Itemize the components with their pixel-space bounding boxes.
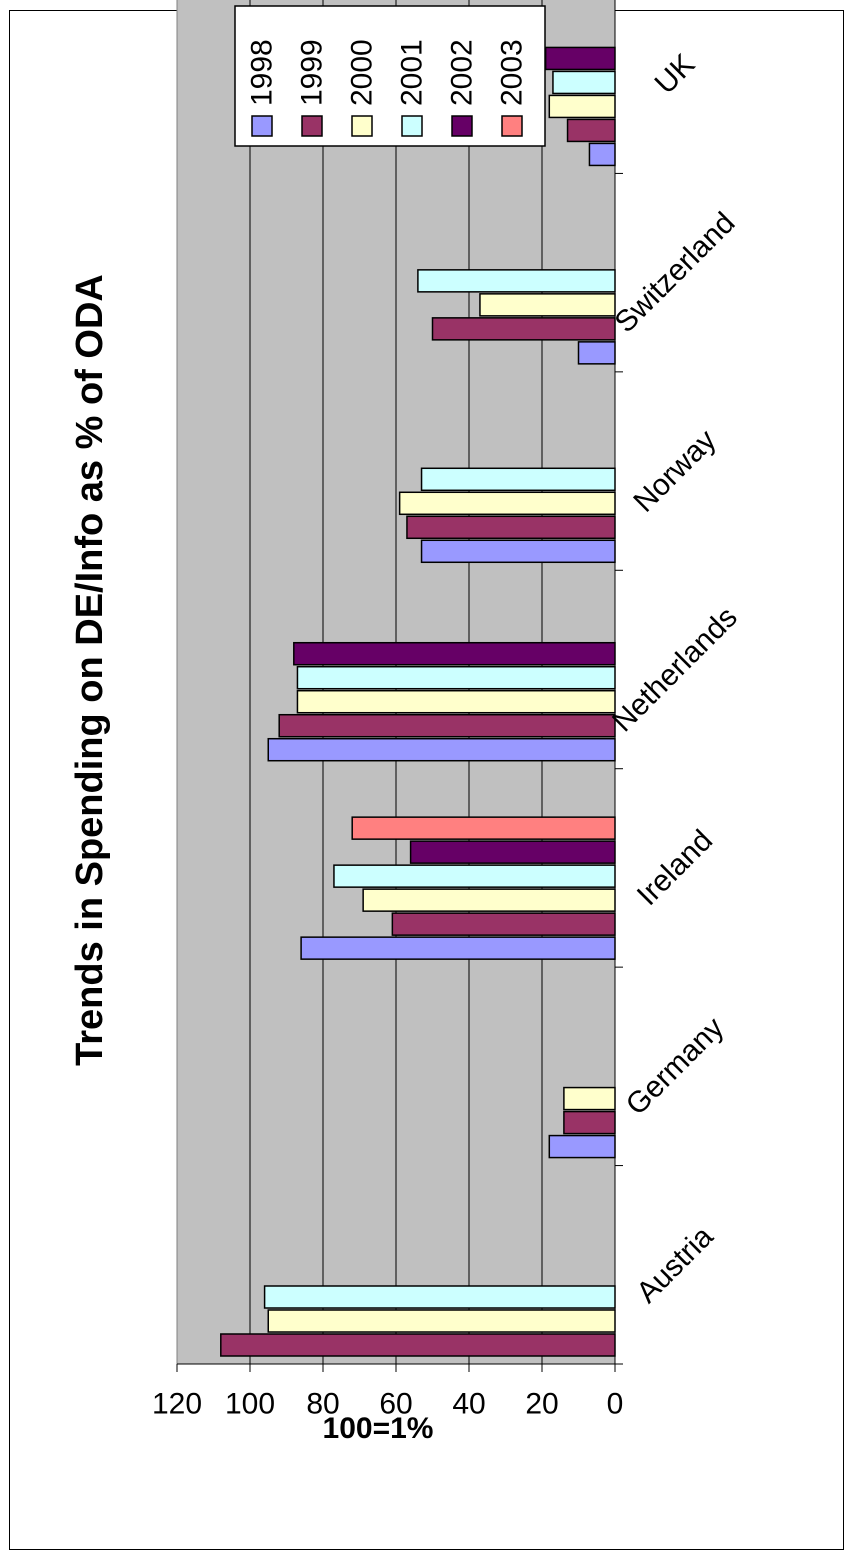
category-label: Norway	[627, 423, 722, 518]
bar	[296, 665, 616, 690]
bar	[417, 269, 616, 293]
legend-swatch	[301, 115, 323, 137]
bar	[293, 641, 616, 666]
y-tick-label: 60	[379, 1388, 412, 1421]
y-tick-label: 40	[452, 1388, 485, 1421]
y-axis-label: 100=1%	[323, 1412, 434, 1445]
legend: 1998 1999 2000 2001 2002 2003	[234, 5, 546, 147]
bar	[566, 118, 616, 143]
bar	[588, 142, 616, 167]
bar	[263, 1285, 616, 1309]
y-tick-label: 120	[152, 1388, 202, 1421]
category-label: Germany	[620, 1011, 731, 1122]
bar	[406, 515, 616, 540]
bar	[420, 539, 616, 564]
bar	[548, 94, 616, 119]
legend-swatch	[501, 115, 523, 137]
bars	[220, 46, 616, 1357]
category-labels: Austria Germany Ireland Netherlands Norway Sw…	[606, 48, 744, 1310]
bar	[479, 293, 616, 317]
bar	[278, 713, 616, 738]
legend-swatch	[251, 115, 273, 137]
legend-swatch	[451, 115, 473, 137]
bar	[409, 840, 616, 864]
bar	[333, 864, 616, 888]
category-label: Ireland	[631, 824, 719, 912]
bar	[548, 1134, 616, 1159]
bar	[351, 816, 616, 840]
legend-swatch	[351, 115, 373, 137]
x-ticks	[615, 172, 623, 1365]
legend-box	[234, 5, 546, 147]
legend-label: 2003	[496, 39, 529, 106]
y-ticks: 0 20 40 60 80 100 120	[152, 1364, 623, 1421]
bar	[563, 1110, 616, 1135]
y-tick-label: 100	[225, 1388, 275, 1421]
bar	[267, 737, 616, 762]
legend-label: 1999	[296, 39, 329, 106]
y-tick-label: 80	[306, 1388, 339, 1421]
bar	[563, 1086, 616, 1111]
bar	[544, 46, 616, 71]
bar	[552, 70, 616, 95]
bar	[391, 912, 616, 936]
y-tick-label: 20	[525, 1388, 558, 1421]
bar	[362, 888, 616, 912]
chart-title: Trends in Spending on DE/Info as % of OD…	[69, 274, 111, 1066]
bar	[398, 491, 616, 516]
bar	[577, 341, 616, 365]
legend-label: 2002	[446, 39, 479, 106]
legend-label: 2000	[346, 39, 379, 106]
bar	[420, 467, 616, 492]
bar	[431, 317, 616, 341]
category-label: UK	[649, 48, 702, 101]
category-label: Netherlands	[606, 601, 744, 739]
category-label: Austria	[630, 1220, 720, 1310]
bar	[296, 689, 616, 714]
bar	[220, 1333, 616, 1357]
bar	[300, 936, 616, 960]
category-label: Switzerland	[609, 206, 742, 339]
bar	[267, 1309, 616, 1333]
legend-label: 1998	[246, 39, 279, 106]
y-tick-label: 0	[607, 1388, 624, 1421]
legend-swatch	[401, 115, 423, 137]
legend-label: 2001	[396, 39, 429, 106]
